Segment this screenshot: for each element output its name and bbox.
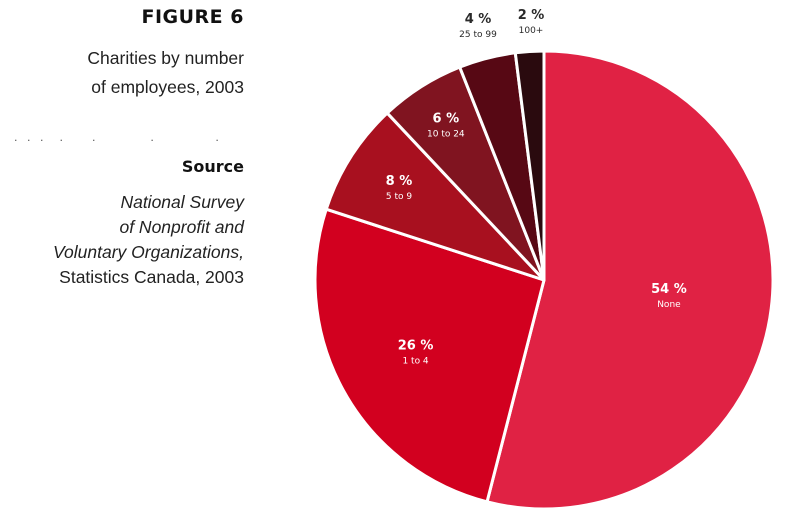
- slice-category-label: 10 to 24: [427, 129, 465, 139]
- slice-percent-label: 8 %: [386, 174, 413, 189]
- figure-title: Charities by number of employees, 2003: [0, 44, 244, 102]
- pie-slice-100-: [513, 49, 546, 282]
- source-line: Statistics Canada, 2003: [59, 267, 244, 287]
- figure-title-line: of employees, 2003: [91, 77, 244, 97]
- figure-label: FIGURE 6: [141, 6, 244, 28]
- pie-slice-5-to-9: [324, 111, 546, 282]
- source-line: Voluntary Organizations,: [53, 242, 244, 262]
- source-line: National Survey: [120, 192, 244, 212]
- dotted-divider: . . . . . . .: [14, 131, 222, 144]
- figure-title-line: Charities by number: [87, 48, 244, 68]
- slice-category-label: 100+: [519, 26, 544, 36]
- pie-slice-none: [485, 49, 775, 511]
- slice-percent-label: 4 %: [465, 12, 492, 27]
- slice-category-label: None: [657, 300, 681, 310]
- slice-percent-label: 2 %: [518, 8, 545, 23]
- source-line: of Nonprofit and: [119, 217, 244, 237]
- source-citation: National Survey of Nonprofit and Volunta…: [0, 190, 244, 290]
- slice-category-label: 5 to 9: [386, 192, 412, 202]
- source-heading: Source: [181, 157, 244, 176]
- slice-percent-label: 54 %: [651, 282, 687, 297]
- pie-slice-1-to-4: [313, 207, 546, 504]
- slice-percent-label: 6 %: [433, 111, 460, 126]
- slice-category-label: 1 to 4: [402, 357, 428, 367]
- slice-percent-label: 26 %: [398, 339, 434, 354]
- slice-category-label: 25 to 99: [459, 30, 497, 40]
